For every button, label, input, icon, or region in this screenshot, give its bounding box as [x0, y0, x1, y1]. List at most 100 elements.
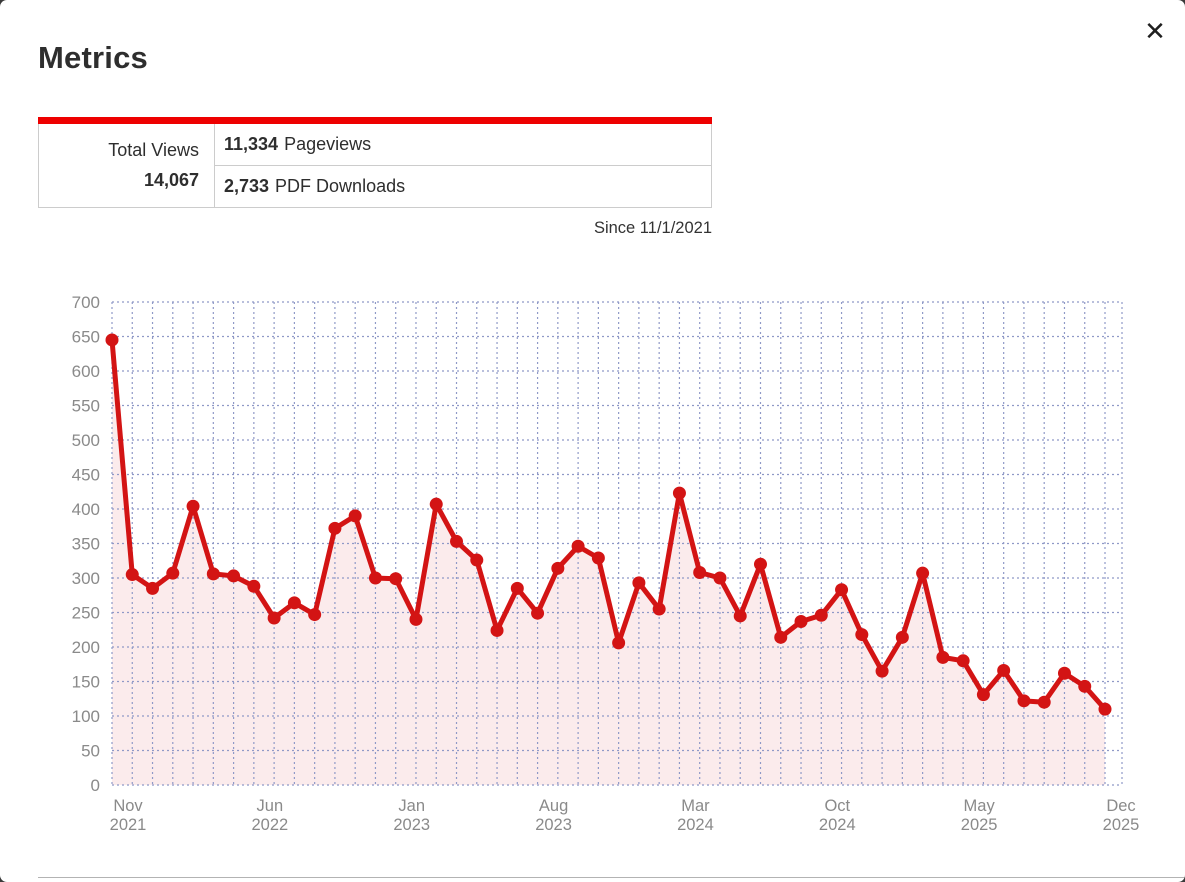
data-point — [146, 581, 160, 595]
pdf-downloads-value: 2,733 — [224, 176, 270, 196]
close-icon: ✕ — [1144, 16, 1166, 46]
x-tick-year: 2022 — [251, 816, 288, 834]
x-tick-year: 2023 — [535, 816, 572, 834]
pageviews-row: 11,334 Pageviews — [215, 124, 711, 165]
data-point — [1037, 695, 1051, 709]
data-point — [227, 569, 241, 583]
x-tick-year: 2021 — [110, 816, 147, 834]
pdf-downloads-row: 2,733 PDF Downloads — [215, 165, 711, 207]
data-point — [247, 579, 261, 593]
x-tick-year: 2024 — [819, 816, 856, 834]
bottom-divider — [38, 877, 1185, 878]
data-point — [875, 664, 889, 678]
x-tick-month: Mar — [681, 797, 710, 815]
y-tick-label: 650 — [72, 328, 100, 347]
data-point — [693, 565, 707, 579]
data-point — [328, 521, 342, 535]
data-point — [389, 572, 403, 586]
data-point — [835, 583, 849, 597]
data-point — [591, 551, 605, 565]
data-point — [287, 596, 301, 610]
y-tick-label: 100 — [72, 707, 100, 726]
data-point — [166, 566, 180, 580]
data-point — [125, 568, 139, 582]
data-point — [855, 628, 869, 642]
x-tick-month: May — [964, 797, 996, 815]
x-tick-month: Dec — [1106, 797, 1135, 815]
close-button[interactable]: ✕ — [1138, 14, 1172, 48]
y-tick-label: 700 — [72, 293, 100, 312]
y-tick-label: 550 — [72, 397, 100, 416]
y-tick-label: 450 — [72, 466, 100, 485]
data-point — [1078, 679, 1092, 693]
page-title: Metrics — [38, 40, 148, 75]
data-point — [814, 608, 828, 622]
x-tick-year: 2024 — [677, 816, 714, 834]
y-tick-label: 600 — [72, 362, 100, 381]
data-point — [997, 663, 1011, 677]
pdf-downloads-label: PDF Downloads — [275, 176, 406, 196]
data-points — [105, 333, 1112, 716]
y-tick-label: 50 — [81, 742, 100, 761]
y-tick-label: 150 — [72, 673, 100, 692]
data-point — [571, 539, 585, 553]
data-point — [1017, 694, 1031, 708]
data-point — [490, 623, 504, 637]
data-point — [976, 688, 990, 702]
y-tick-label: 250 — [72, 604, 100, 623]
data-point — [186, 499, 200, 513]
total-views-cell: Total Views 14,067 — [39, 124, 215, 207]
data-point — [713, 571, 727, 585]
data-point — [551, 561, 565, 575]
grid-lines — [111, 301, 1123, 786]
data-point — [206, 567, 220, 581]
data-point — [774, 630, 788, 644]
data-point — [429, 497, 443, 511]
data-point — [450, 534, 464, 548]
x-tick-year: 2025 — [1103, 816, 1140, 834]
data-point — [308, 608, 322, 622]
x-tick-month: Aug — [539, 797, 568, 815]
data-point — [612, 636, 626, 650]
summary-accent-bar — [38, 117, 712, 124]
data-point — [916, 566, 930, 580]
area-fill — [112, 339, 1105, 785]
data-point — [368, 571, 382, 585]
data-point — [105, 333, 119, 347]
data-point — [510, 581, 524, 595]
data-point — [794, 614, 808, 628]
metrics-summary-table: Total Views 14,067 11,334 Pageviews 2,73… — [38, 117, 712, 208]
data-point — [753, 557, 767, 571]
data-point — [470, 553, 484, 567]
data-point — [672, 486, 686, 500]
data-point — [267, 611, 281, 625]
x-tick-year: 2025 — [961, 816, 998, 834]
data-point — [348, 509, 362, 523]
pageviews-label: Pageviews — [284, 134, 372, 154]
data-point — [895, 630, 909, 644]
pageviews-value: 11,334 — [224, 134, 279, 154]
data-point — [936, 650, 950, 664]
y-tick-label: 200 — [72, 638, 100, 657]
total-views-label: Total Views — [108, 140, 199, 160]
y-axis-labels: 0 50 100 150 200 250 300 350 400 450 500 550 600 650 7… — [72, 293, 100, 795]
data-point — [652, 602, 666, 616]
data-point — [1098, 702, 1112, 716]
x-tick-year: 2023 — [393, 816, 430, 834]
data-point — [531, 606, 545, 620]
data-point — [632, 576, 646, 590]
x-tick-month: Jan — [398, 797, 425, 815]
y-tick-label: 400 — [72, 500, 100, 519]
since-note: Since 11/1/2021 — [593, 219, 712, 237]
data-point — [1057, 666, 1071, 680]
y-tick-label: 300 — [72, 569, 100, 588]
data-point — [409, 612, 423, 626]
x-tick-month: Nov — [113, 797, 143, 815]
y-tick-label: 500 — [72, 431, 100, 450]
y-tick-label: 350 — [72, 535, 100, 554]
x-axis-labels: Nov2021Jun2022Jan2023Aug2023Mar2024Oct20… — [110, 797, 1140, 834]
x-tick-month: Oct — [824, 797, 850, 815]
y-tick-label: 0 — [91, 776, 100, 795]
